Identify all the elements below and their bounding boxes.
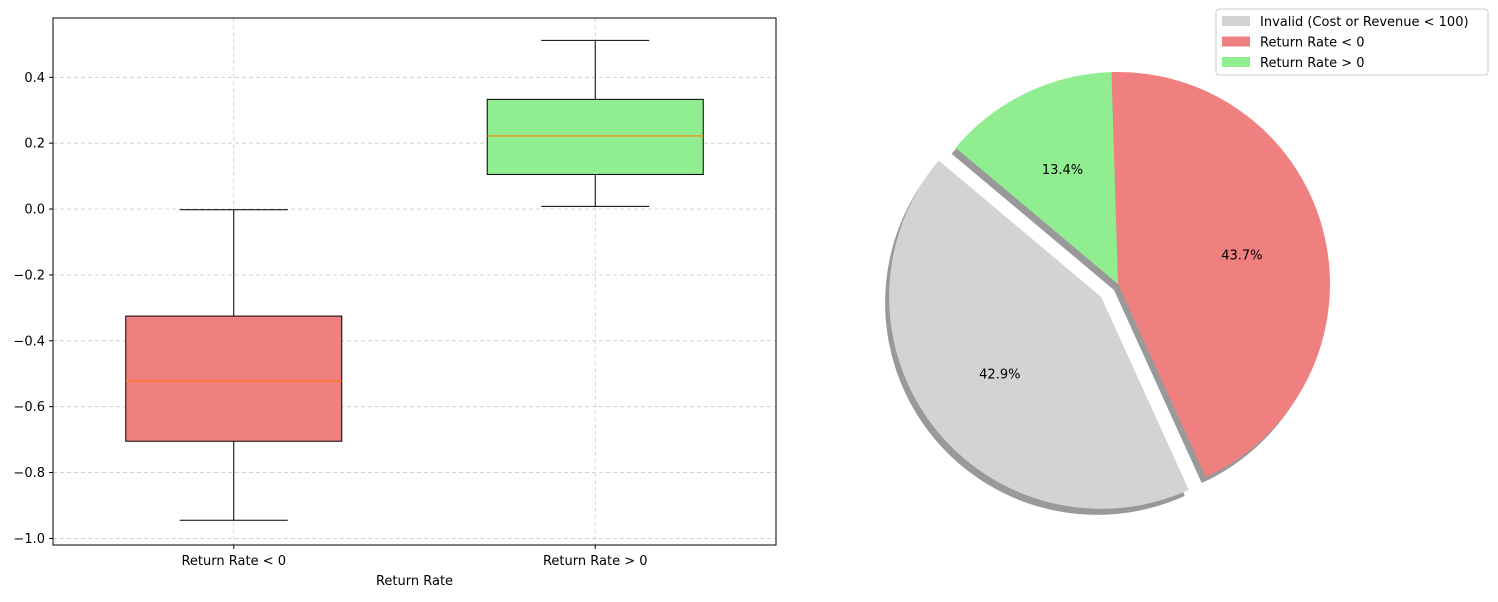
y-tick-label: 0.4	[24, 71, 45, 86]
box-iqr	[125, 315, 343, 442]
box-plot-grid	[53, 18, 776, 545]
pie-slice-negative	[1111, 72, 1330, 478]
pie-label-positive: 13.4%	[1042, 163, 1083, 178]
pie-slice-invalid	[889, 160, 1189, 509]
pie-label-invalid: 42.9%	[979, 367, 1020, 382]
box-plot-frame	[52, 17, 777, 546]
x-tick-label: Return Rate > 0	[543, 554, 648, 569]
box-plot-panel: −1.0 −0.8 −0.6 −0.4 −0.2 0.0 0.2 0.4 Return Rat…	[13, 17, 777, 589]
x-tick-label: Return Rate < 0	[181, 554, 286, 569]
pie-label-negative: 43.7%	[1221, 249, 1262, 264]
legend-frame	[1215, 8, 1489, 76]
box-plot-x-ticks: Return Rate < 0 Return Rate > 0	[181, 545, 648, 569]
box-iqr	[486, 98, 704, 175]
legend-label: Return Rate > 0	[1260, 56, 1365, 71]
legend-swatch	[1222, 36, 1250, 47]
legend-label: Invalid (Cost or Revenue < 100)	[1260, 15, 1469, 30]
pie-slices	[889, 72, 1330, 509]
y-tick-label: −0.4	[13, 334, 45, 349]
pie-percent-labels: 42.9% 43.7% 13.4%	[979, 163, 1262, 382]
legend-swatch	[1222, 16, 1250, 26]
box-positive	[486, 39, 704, 207]
pie-chart-panel: 42.9% 43.7% 13.4%	[885, 72, 1330, 515]
pie-legend: Invalid (Cost or Revenue < 100) Return Ra…	[1215, 8, 1489, 76]
legend-swatch	[1222, 57, 1250, 67]
box-plot-x-axis-label: Return Rate	[376, 574, 453, 589]
box-plot-y-ticks: −1.0 −0.8 −0.6 −0.4 −0.2 0.0 0.2 0.4	[13, 71, 53, 547]
y-tick-label: −0.6	[13, 400, 45, 415]
box-negative	[125, 209, 343, 521]
y-tick-label: 0.2	[24, 137, 45, 152]
legend-label: Return Rate < 0	[1260, 36, 1365, 51]
legend-items: Invalid (Cost or Revenue < 100) Return Ra…	[1222, 15, 1469, 71]
y-tick-label: −0.8	[13, 466, 45, 481]
y-tick-label: −0.2	[13, 268, 45, 283]
box-plot-marks	[125, 39, 704, 521]
y-tick-label: 0.0	[24, 203, 45, 218]
y-tick-label: −1.0	[13, 532, 45, 547]
pie-slice-positive	[955, 72, 1118, 285]
